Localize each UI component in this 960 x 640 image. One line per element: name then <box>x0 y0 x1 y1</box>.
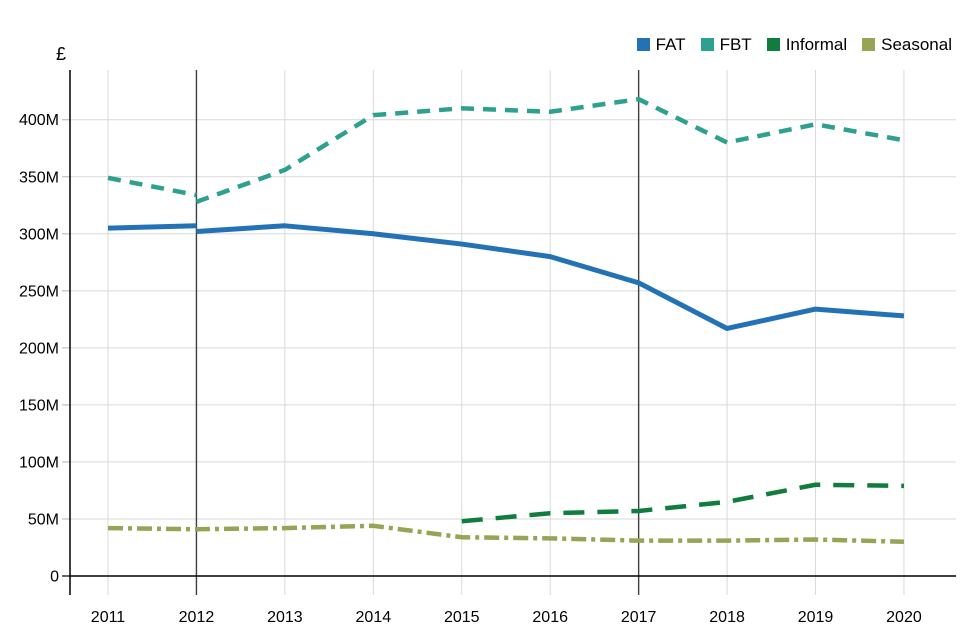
y-tick-label: 100M <box>19 454 59 471</box>
chart-legend: FAT FBT Informal Seasonal <box>636 35 952 54</box>
x-tick-label: 2019 <box>798 609 834 626</box>
series-line-fat <box>196 223 905 331</box>
y-axis-currency-label: £ <box>55 44 66 64</box>
y-tick-label: 0 <box>50 569 59 586</box>
legend-label-informal: Informal <box>785 35 848 54</box>
legend-item-fat: FAT <box>636 35 686 54</box>
series-line-informal <box>461 482 904 524</box>
legend-swatch-informal-icon <box>766 38 780 51</box>
y-tick-label: 50M <box>28 511 59 528</box>
series-line-seasonal <box>107 523 905 545</box>
legend-label-fbt: FBT <box>719 35 752 54</box>
x-tick-label: 2017 <box>621 609 657 626</box>
y-tick-label: 400M <box>19 112 59 129</box>
legend-label-seasonal: Seasonal <box>881 35 952 54</box>
legend-swatch-seasonal-icon <box>862 38 876 51</box>
x-tick-label: 2012 <box>179 609 215 626</box>
x-tick-label: 2016 <box>532 609 568 626</box>
y-tick-label: 200M <box>19 340 59 357</box>
y-tick-label: 300M <box>19 226 59 243</box>
x-tick-label: 2014 <box>356 609 392 626</box>
series-line-fbt <box>107 175 197 198</box>
legend-item-informal: Informal <box>766 35 848 54</box>
x-tick-label: 2011 <box>91 609 126 626</box>
legend-swatch-fbt-icon <box>700 38 714 51</box>
y-tick-label: 150M <box>19 397 59 414</box>
series-line-fbt <box>195 96 905 204</box>
series-line-fat <box>107 223 197 231</box>
x-tick-label: 2015 <box>444 609 480 626</box>
y-tick-label: 250M <box>19 283 59 300</box>
legend-swatch-fat-icon <box>636 38 650 51</box>
legend-label-fat: FAT <box>655 35 686 54</box>
x-tick-label: 2020 <box>886 609 922 626</box>
x-tick-label: 2018 <box>709 609 745 626</box>
legend-item-seasonal: Seasonal <box>862 36 952 53</box>
legend-item-fbt: FBT <box>700 35 752 54</box>
y-tick-label: 350M <box>19 169 59 186</box>
x-tick-label: 2013 <box>267 609 303 626</box>
